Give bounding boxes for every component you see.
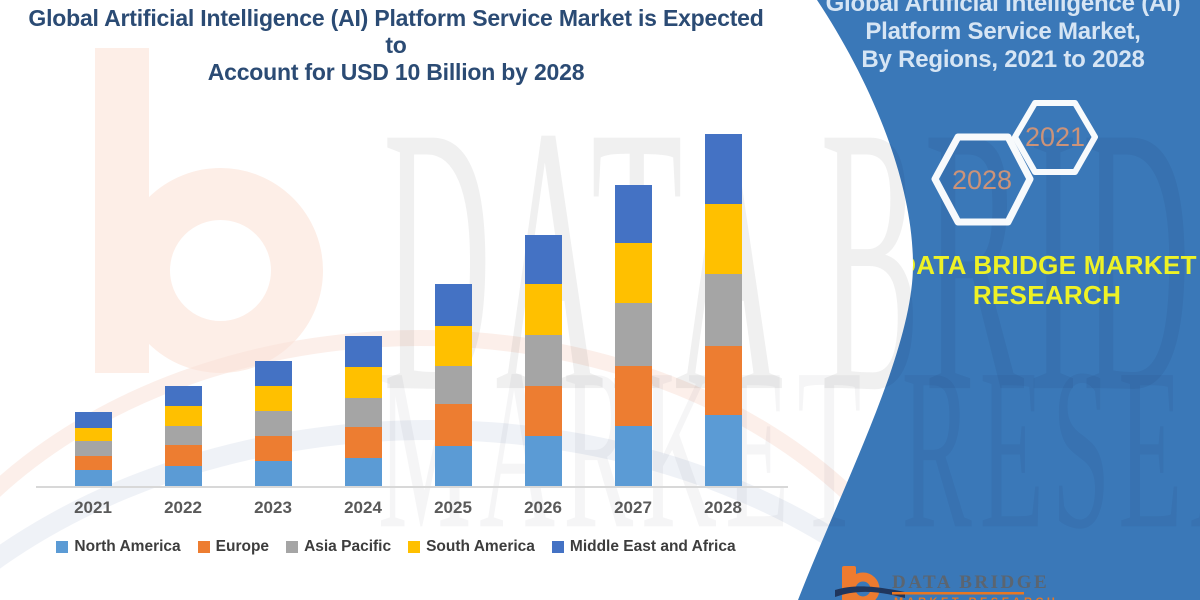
logo-brand-text: DATA BRIDGE	[892, 572, 1049, 593]
logo-sub-text: MARKET RESEARCH	[894, 596, 1058, 600]
chart-title-line2: Account for USD 10 Billion by 2028	[207, 59, 585, 85]
bar-segment-2025-asia-pacific	[434, 365, 472, 405]
bar-segment-2022-north-america	[164, 465, 202, 486]
legend-label: Middle East and Africa	[569, 538, 736, 555]
logo-swoosh-icon	[835, 586, 905, 598]
legend-swatch-icon	[551, 541, 564, 553]
bar-segment-2025-north-america	[434, 445, 472, 486]
chart-title: Global Artificial Intelligence (AI) Plat…	[24, 5, 768, 86]
logo-underline	[892, 592, 1024, 595]
legend-swatch-icon	[56, 541, 69, 553]
panel-title: Global Artificial Intelligence (AI) Plat…	[810, 0, 1196, 74]
bar-segment-2021-europe	[74, 455, 112, 471]
bar-segment-2028-north-america	[704, 415, 742, 486]
chart-title-line1: Global Artificial Intelligence (AI) Plat…	[28, 5, 764, 58]
panel-title-line3: By Regions, 2021 to 2028	[861, 46, 1145, 73]
brand-text: DATA BRIDGE MARKET RESEARCH	[894, 250, 1200, 310]
bar-segment-2027-middle-east-and-africa	[614, 184, 652, 244]
bar-segment-2023-north-america	[254, 461, 292, 486]
bar-segment-2026-asia-pacific	[524, 335, 562, 387]
year-hexagons: 2028 2021	[910, 95, 1130, 235]
legend-label: Asia Pacific	[304, 538, 392, 555]
bar-segment-2024-asia-pacific	[344, 398, 382, 427]
bar-segment-2027-south-america	[614, 243, 652, 304]
legend-label: Europe	[215, 538, 270, 555]
bar-segment-2027-asia-pacific	[614, 303, 652, 366]
x-axis-label-2026: 2026	[524, 498, 562, 517]
x-axis-line	[36, 486, 788, 488]
bar-segment-2022-europe	[164, 444, 202, 466]
bar-segment-2028-europe	[704, 346, 742, 416]
dbmr-logo: DATA BRIDGE MARKET RESEARCH	[830, 553, 1200, 600]
hexagon-2021-year: 2021	[1025, 122, 1085, 152]
legend-label: North America	[74, 538, 181, 555]
bar-segment-2024-south-america	[344, 367, 382, 399]
hexagon-2021-icon	[1015, 103, 1095, 172]
bar-segment-2028-south-america	[704, 204, 742, 274]
bar-segment-2023-asia-pacific	[254, 411, 292, 437]
hexagon-2028-year: 2028	[952, 165, 1012, 195]
hexagon-2028-icon	[935, 137, 1030, 222]
panel-title-line2: Platform Service Market,	[865, 18, 1141, 45]
bar-segment-2023-south-america	[254, 386, 292, 412]
bar-segment-2022-asia-pacific	[164, 425, 202, 445]
bar-segment-2025-south-america	[434, 325, 472, 366]
legend-swatch-icon	[286, 541, 299, 553]
legend-swatch-icon	[408, 541, 421, 553]
bar-segment-2021-asia-pacific	[74, 440, 112, 456]
bar-segment-2021-north-america	[74, 470, 112, 486]
x-axis-label-2025: 2025	[434, 498, 472, 517]
bar-segment-2025-middle-east-and-africa	[434, 284, 472, 326]
legend-item-europe: Europe	[197, 538, 270, 556]
x-axis-label-2022: 2022	[164, 498, 202, 517]
bar-segment-2027-europe	[614, 365, 652, 426]
x-axis-label-2028: 2028	[704, 498, 742, 517]
bar-segment-2021-middle-east-and-africa	[74, 411, 112, 428]
bar-segment-2022-middle-east-and-africa	[164, 386, 202, 406]
bar-segment-2028-asia-pacific	[704, 273, 742, 346]
bar-segment-2022-south-america	[164, 405, 202, 426]
chart-legend: North America Europe Asia Pacific South Ame…	[24, 538, 768, 556]
x-axis-label-2024: 2024	[344, 498, 382, 517]
brand-text-line2: RESEARCH	[972, 280, 1122, 310]
bar-segment-2027-north-america	[614, 425, 652, 486]
bar-segment-2026-europe	[524, 386, 562, 437]
bar-segment-2023-europe	[254, 436, 292, 462]
legend-swatch-icon	[197, 541, 210, 553]
legend-item-middle-east-and-africa: Middle East and Africa	[551, 538, 736, 556]
bar-segment-2026-north-america	[524, 436, 562, 486]
brand-text-line1: DATA BRIDGE MARKET	[897, 250, 1197, 280]
bar-segment-2026-south-america	[524, 284, 562, 336]
bar-segment-2021-south-america	[74, 427, 112, 441]
bar-segment-2023-middle-east-and-africa	[254, 361, 292, 387]
bar-segment-2024-europe	[344, 426, 382, 458]
legend-item-south-america: South America	[408, 538, 535, 556]
bar-segment-2024-middle-east-and-africa	[344, 336, 382, 368]
legend-item-north-america: North America	[56, 538, 181, 556]
legend-label: South America	[426, 538, 535, 555]
panel-title-line1: Global Artificial Intelligence (AI)	[825, 0, 1181, 17]
x-axis-label-2027: 2027	[614, 498, 652, 517]
bar-segment-2026-middle-east-and-africa	[524, 235, 562, 285]
bar-segment-2028-middle-east-and-africa	[704, 134, 742, 205]
x-axis-label-2023: 2023	[254, 498, 292, 517]
bar-segment-2025-europe	[434, 404, 472, 446]
legend-item-asia-pacific: Asia Pacific	[286, 538, 391, 556]
x-axis-label-2021: 2021	[74, 498, 112, 517]
bar-segment-2024-north-america	[344, 457, 382, 486]
